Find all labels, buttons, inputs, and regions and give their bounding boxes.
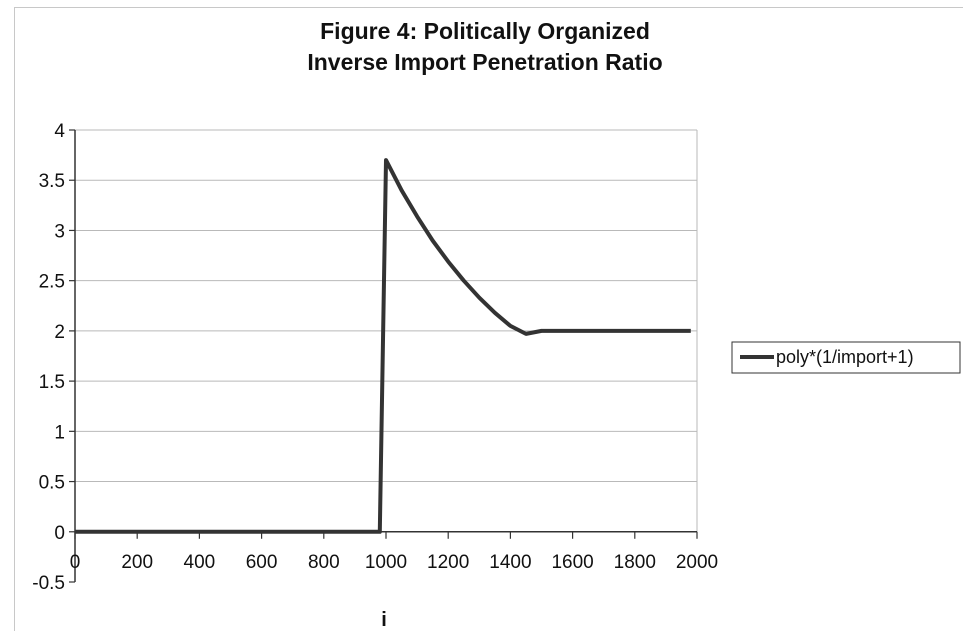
x-tick-label-8: 1600 <box>551 552 593 573</box>
frame-left-border <box>14 7 15 631</box>
y-tick-label-5: 2 <box>54 322 65 343</box>
legend-label: poly*(1/import+1) <box>776 347 914 367</box>
frame-top-border <box>14 7 963 8</box>
x-axis-title: i <box>381 609 387 631</box>
x-tick-label-4: 800 <box>308 552 340 573</box>
x-tick-label-10: 2000 <box>676 552 718 573</box>
y-tick-label-3: 1 <box>54 422 65 443</box>
x-tick-label-1: 200 <box>121 552 153 573</box>
series-lines <box>75 158 691 534</box>
series-line-0 <box>75 158 691 534</box>
y-tick-label-4: 1.5 <box>39 372 65 393</box>
y-tick-label-7: 3 <box>54 221 65 242</box>
x-tick-label-7: 1400 <box>489 552 531 573</box>
y-tick-label-2: 0.5 <box>39 473 65 494</box>
y-tick-label-1: 0 <box>54 523 65 544</box>
x-tick-label-2: 400 <box>184 552 216 573</box>
y-tick-label-0: -0.5 <box>32 573 65 594</box>
x-tick-label-9: 1800 <box>614 552 656 573</box>
chart-title-line-2: Inverse Import Penetration Ratio <box>307 49 663 75</box>
tick-labels: -0.500.511.522.533.540 200 400 600 800 1000 12… <box>32 121 718 594</box>
y-tick-label-9: 4 <box>54 121 65 142</box>
legend: poly*(1/import+1) <box>731 341 961 374</box>
chart-title-line-1: Figure 4: Politically Organized <box>320 18 650 44</box>
x-tick-label-6: 1200 <box>427 552 469 573</box>
chart-title: Figure 4: Politically Organized Inverse … <box>200 16 770 78</box>
x-tick-label-3: 600 <box>246 552 278 573</box>
y-tick-label-6: 2.5 <box>39 272 65 293</box>
x-tick-label-0: 0 <box>70 552 81 573</box>
x-tick-label-5: 1000 <box>365 552 407 573</box>
y-tick-label-8: 3.5 <box>39 171 65 192</box>
